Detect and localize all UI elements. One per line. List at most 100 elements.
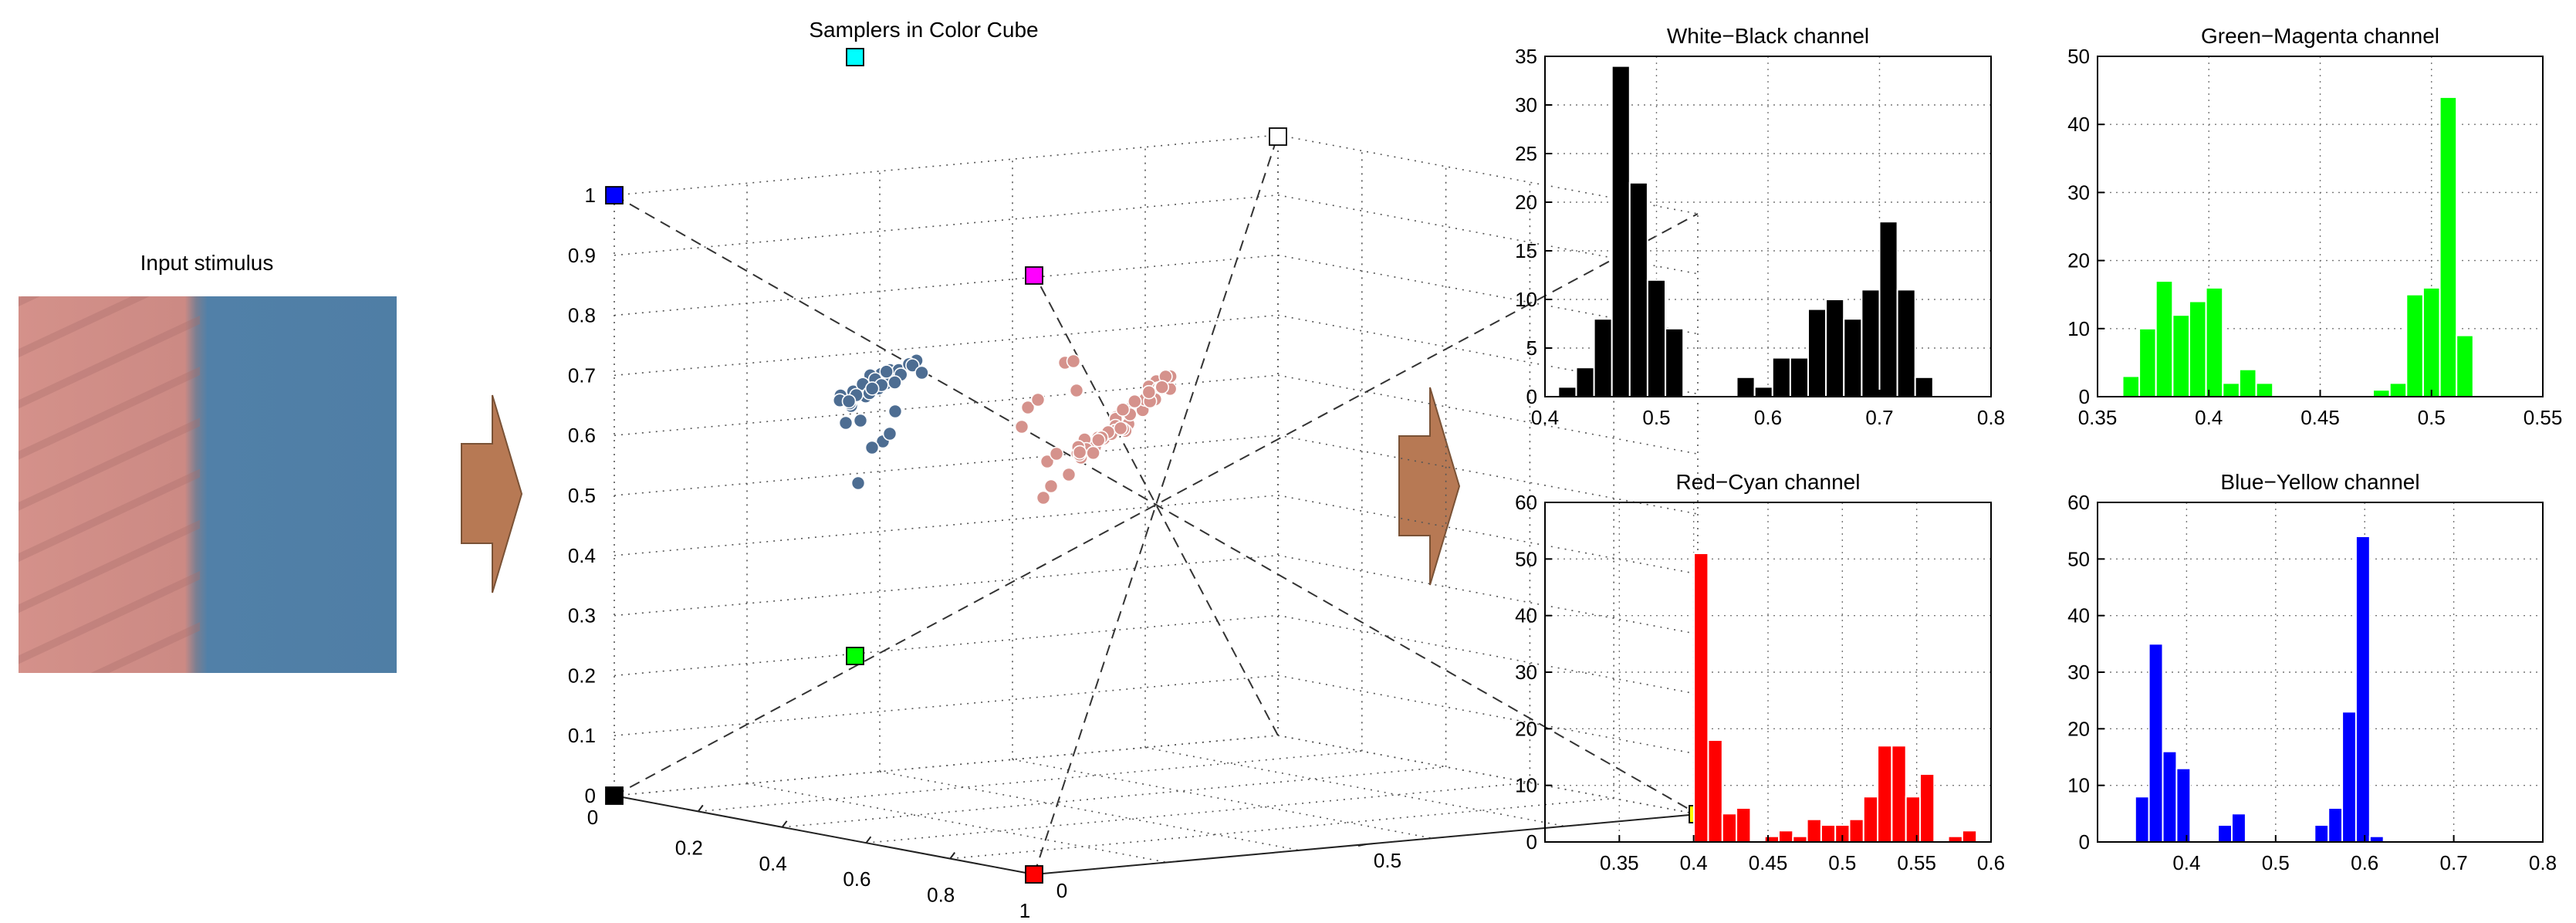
x-tick-mark — [865, 836, 872, 844]
z-tick-label: 1 — [585, 184, 596, 207]
histogram-bar — [2439, 96, 2458, 398]
histogram-bar — [2205, 286, 2224, 397]
cube-diagonal — [1033, 273, 1279, 736]
y-tick-label: 10 — [1515, 288, 1537, 311]
histogram-green-magenta-channel: Green−Magenta channel 0 10 20 30 40 50 0.35 0.4 0… — [2067, 24, 2562, 429]
z-tick-label: 0.8 — [568, 304, 596, 327]
x-tick-label: 0.35 — [2078, 406, 2118, 429]
gridline — [1277, 674, 1699, 755]
gridline — [614, 434, 1279, 496]
x-tick-label: 0.5 — [1828, 851, 1856, 874]
histogram-bar — [1736, 807, 1752, 843]
histogram-title: Blue−Yellow channel — [2220, 470, 2419, 494]
gridline — [614, 254, 1279, 316]
histogram-bar — [1593, 318, 1613, 398]
gridline — [950, 797, 1614, 860]
sample-point — [882, 426, 898, 441]
gridline — [614, 554, 1279, 617]
y-tick-label: 15 — [1515, 239, 1537, 262]
x-axis-line — [614, 795, 1035, 875]
histogram-bar — [2217, 824, 2233, 843]
sample-point — [1115, 402, 1131, 418]
histogram-bar — [2255, 382, 2274, 397]
histogram-bar — [1707, 739, 1723, 843]
histogram-bar — [1862, 796, 1879, 844]
sample-point — [1049, 446, 1064, 462]
sample-point — [887, 375, 902, 390]
x-tick-label: 0.7 — [2440, 851, 2468, 874]
x-tick-label: 0.6 — [843, 867, 870, 891]
y-tick-label: 20 — [1515, 191, 1537, 214]
x-tick-label: 0.4 — [759, 852, 787, 875]
sample-point — [850, 475, 866, 491]
histogram-bar — [2238, 368, 2257, 398]
corner-marker-blue — [605, 186, 624, 205]
histogram-bar — [1820, 824, 1837, 843]
x-tick-label: 0.45 — [1749, 851, 1788, 874]
x-tick-label: 0.4 — [2195, 406, 2223, 429]
histogram-bar — [1575, 367, 1595, 398]
cube-axis-ticks: 00.10.20.30.40.50.60.70.80.9100.20.40.60… — [568, 184, 1725, 922]
gridline — [614, 614, 1279, 677]
y-tick-label: 40 — [2067, 604, 2090, 627]
gridline — [1277, 495, 1699, 575]
histogram-bar — [1763, 835, 1780, 843]
histogram-bar — [1611, 65, 1631, 397]
sample-point — [1040, 454, 1055, 469]
histogram-bar — [2422, 286, 2441, 397]
gridline — [614, 674, 1279, 736]
histogram-bar — [1665, 327, 1685, 397]
y-tick-label: 60 — [2067, 491, 2090, 514]
x-tick-label: 0.5 — [2262, 851, 2290, 874]
z-tick-label: 0.7 — [568, 363, 596, 387]
sample-point — [1061, 467, 1077, 482]
y-tick-label: 0 — [1526, 830, 1537, 854]
corner-marker-black — [605, 786, 624, 805]
y-tick-label: 30 — [2067, 661, 2090, 684]
cube-diagonal — [1033, 134, 1279, 875]
stimulus-stripes — [19, 296, 200, 673]
cube-diagonals — [614, 134, 1699, 875]
histogram-bar — [1896, 289, 1916, 397]
histogram-bar — [1947, 835, 1963, 843]
z-tick-label: 0.9 — [568, 244, 596, 267]
sample-point — [1154, 380, 1169, 395]
sample-point — [1020, 400, 1036, 415]
input-panel: Input stimulus — [19, 251, 397, 673]
histogram-bar — [2368, 835, 2385, 843]
y-tick-label: 10 — [1515, 774, 1537, 797]
histogram-bar — [1919, 773, 1935, 843]
x-tick-label: 0.8 — [2529, 851, 2557, 874]
gridline — [866, 782, 1530, 844]
histogram-bar — [1807, 308, 1827, 398]
histogram-bar — [1693, 553, 1709, 843]
histogram-bar — [1721, 813, 1738, 844]
gridline — [879, 771, 1300, 851]
gridline — [1144, 746, 1566, 827]
y-tick-label: 60 — [1515, 491, 1537, 514]
gridline — [614, 134, 1279, 196]
x-tick-label: 0.8 — [927, 884, 955, 907]
sample-point — [1141, 384, 1157, 400]
y-tick-label: 0.5 — [1374, 849, 1401, 872]
z-tick-label: 0.2 — [568, 664, 596, 687]
histogram-bar — [2341, 711, 2358, 843]
gridline — [782, 766, 1446, 828]
histogram-bar — [2148, 643, 2164, 843]
histogram-bar — [2456, 334, 2474, 398]
histograms: White−Black channel 0 5 10 15 20 25 30 35 0.4 0.5 0… — [1515, 24, 2562, 874]
gridline — [1277, 554, 1699, 635]
gridline — [614, 735, 1279, 796]
histogram-bar — [1861, 289, 1881, 397]
sample-point — [887, 404, 903, 419]
z-tick-label: 0.5 — [568, 484, 596, 507]
gridline — [746, 783, 1168, 864]
histogram-bar — [1878, 221, 1898, 398]
y-tick-label: 50 — [1515, 547, 1537, 570]
x-tick-mark — [697, 804, 704, 813]
x-tick-label: 0.7 — [1865, 406, 1893, 429]
gridline — [1277, 614, 1699, 695]
histogram-bar — [2388, 382, 2408, 397]
histogram-bar — [2138, 327, 2157, 397]
sample-point — [1043, 478, 1059, 494]
